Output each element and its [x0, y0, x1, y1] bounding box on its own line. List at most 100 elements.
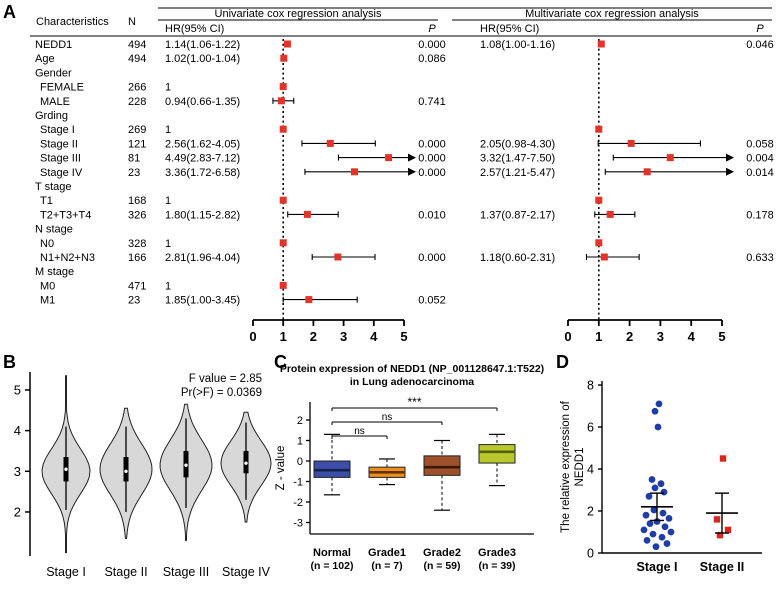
y-tick-label: 8: [587, 379, 594, 393]
row-n: 23: [128, 295, 140, 307]
anova-p-value: Pr(>F) = 0.0369: [181, 387, 262, 399]
multi-hr-text: 1.18(0.60-2.31): [480, 252, 555, 264]
data-point: [663, 540, 671, 547]
uni-hr-text: 1: [165, 82, 171, 94]
uni-p-value: 0.010: [418, 209, 446, 221]
violin-median-dot: [184, 463, 188, 467]
uni-hr-text: 1.80(1.15-2.82): [165, 209, 240, 221]
box: [478, 444, 516, 464]
violin-median-dot: [64, 467, 68, 471]
uni-p-header: P: [428, 23, 436, 35]
data-point: [716, 531, 724, 539]
arrow-head: [408, 153, 416, 162]
uni-hr-text: 1: [165, 124, 171, 136]
arrow-head: [726, 153, 734, 162]
uni-p-value: 0.000: [418, 167, 446, 179]
violin-median-dot: [124, 469, 128, 473]
multi-p-value: 0.046: [746, 39, 774, 51]
y-tick-label: 0: [297, 456, 303, 468]
arrow-head: [408, 167, 416, 176]
row-name: Gender: [35, 67, 72, 79]
uni-hr-text: 1: [165, 280, 171, 292]
x-count-label: (n = 102): [311, 560, 354, 572]
x-category-label: Grade3: [478, 547, 516, 559]
scatter-plot-panel: 0 2 4 6 8 The relative expression of NEDD1 Stag…: [560, 379, 762, 574]
hr-marker: [305, 296, 313, 304]
hr-marker: [283, 40, 291, 48]
uni-tick-label: 2: [310, 329, 317, 344]
uni-hr-text: 3.36(1.72-6.58): [165, 167, 240, 179]
hr-marker: [279, 125, 287, 133]
hr-marker: [350, 168, 358, 176]
row-name: Stage III: [40, 153, 81, 165]
x-category-label: Stage II: [104, 565, 147, 579]
row-n: 326: [128, 209, 146, 221]
hr-marker: [595, 196, 603, 204]
y-tick-label: 4: [14, 423, 21, 438]
row-n: 471: [128, 280, 146, 292]
uni-tick-label: 0: [249, 329, 256, 344]
hr-marker: [600, 253, 608, 261]
hr-marker: [277, 97, 285, 105]
multi-p-value: 0.633: [746, 252, 774, 264]
data-point: [650, 506, 658, 514]
y-tick-label: -1: [293, 477, 303, 489]
uni-hr-text: 2.56(1.62-4.05): [165, 138, 240, 150]
row-name: Stage I: [40, 124, 75, 136]
x-category-label: Grade1: [368, 547, 406, 559]
x-category-label: Normal: [313, 547, 351, 559]
uni-p-value: 0.000: [418, 138, 446, 150]
hr-marker: [280, 54, 288, 62]
row-n: 328: [128, 238, 146, 250]
multi-hr-text: 1.08(1.00-1.16): [480, 39, 555, 51]
row-n: 23: [128, 167, 140, 179]
row-n: 266: [128, 82, 146, 94]
data-point: [665, 514, 673, 522]
multi-tick-label: 0: [564, 329, 571, 344]
violin-plot-panel: 2 3 4 5 Stage I Stage II Stage III Stage IV F va…: [14, 372, 272, 579]
data-point: [642, 511, 650, 519]
chart-title-line1: Protein expression of NEDD1 (NP_00112864…: [280, 363, 544, 375]
row-name: M1: [40, 295, 55, 307]
row-n: 166: [128, 252, 146, 264]
data-point: [659, 509, 667, 517]
hr-marker: [385, 154, 393, 162]
data-point: [645, 492, 653, 500]
multi-title: Multivariate cox regression analysis: [525, 8, 699, 20]
uni-p-value: 0.741: [418, 96, 446, 108]
arrow-head: [726, 167, 734, 176]
box-plot-panel: Protein expression of NEDD1 (NP_00112864…: [275, 363, 544, 572]
y-tick-label: 2: [297, 415, 303, 427]
x-category-label: Stage I: [637, 560, 678, 574]
x-count-label: (n = 7): [371, 560, 402, 572]
y-axis-label-line2: NEDD1: [574, 448, 586, 487]
data-point: [661, 523, 669, 531]
multi-p-value: 0.004: [746, 153, 774, 165]
sig-label: ns: [382, 412, 393, 423]
data-point: [652, 543, 660, 551]
multi-p-value: 0.014: [746, 167, 774, 179]
uni-tick-label: 5: [400, 329, 407, 344]
hr-marker: [334, 253, 342, 261]
multi-p-value: 0.178: [746, 209, 774, 221]
uni-hr-text: 2.81(1.96-4.04): [165, 252, 240, 264]
uni-hr-text: 1: [165, 195, 171, 207]
data-point: [646, 520, 654, 527]
y-axis-label: Z - value: [275, 446, 287, 491]
multi-tick-label: 3: [657, 329, 664, 344]
uni-hr-text: 1.85(1.00-3.45): [165, 295, 240, 307]
uni-p-value: 0.000: [418, 39, 446, 51]
uni-hr-text: 1.14(1.06-1.22): [165, 39, 240, 51]
y-tick-label: 3: [14, 464, 21, 479]
panel-d-label: D: [556, 352, 569, 372]
uni-p-value: 0.086: [418, 53, 446, 65]
y-tick-label: 2: [587, 505, 594, 519]
uni-hr-text: 1: [165, 238, 171, 250]
sig-label: ***: [407, 395, 421, 409]
y-tick-label: 0: [587, 547, 594, 561]
row-name: Age: [35, 53, 55, 65]
row-name: M0: [40, 280, 55, 292]
x-category-label: Stage I: [46, 565, 86, 579]
multi-hr-text: 3.32(1.47-7.50): [480, 153, 555, 165]
data-point: [651, 484, 659, 492]
